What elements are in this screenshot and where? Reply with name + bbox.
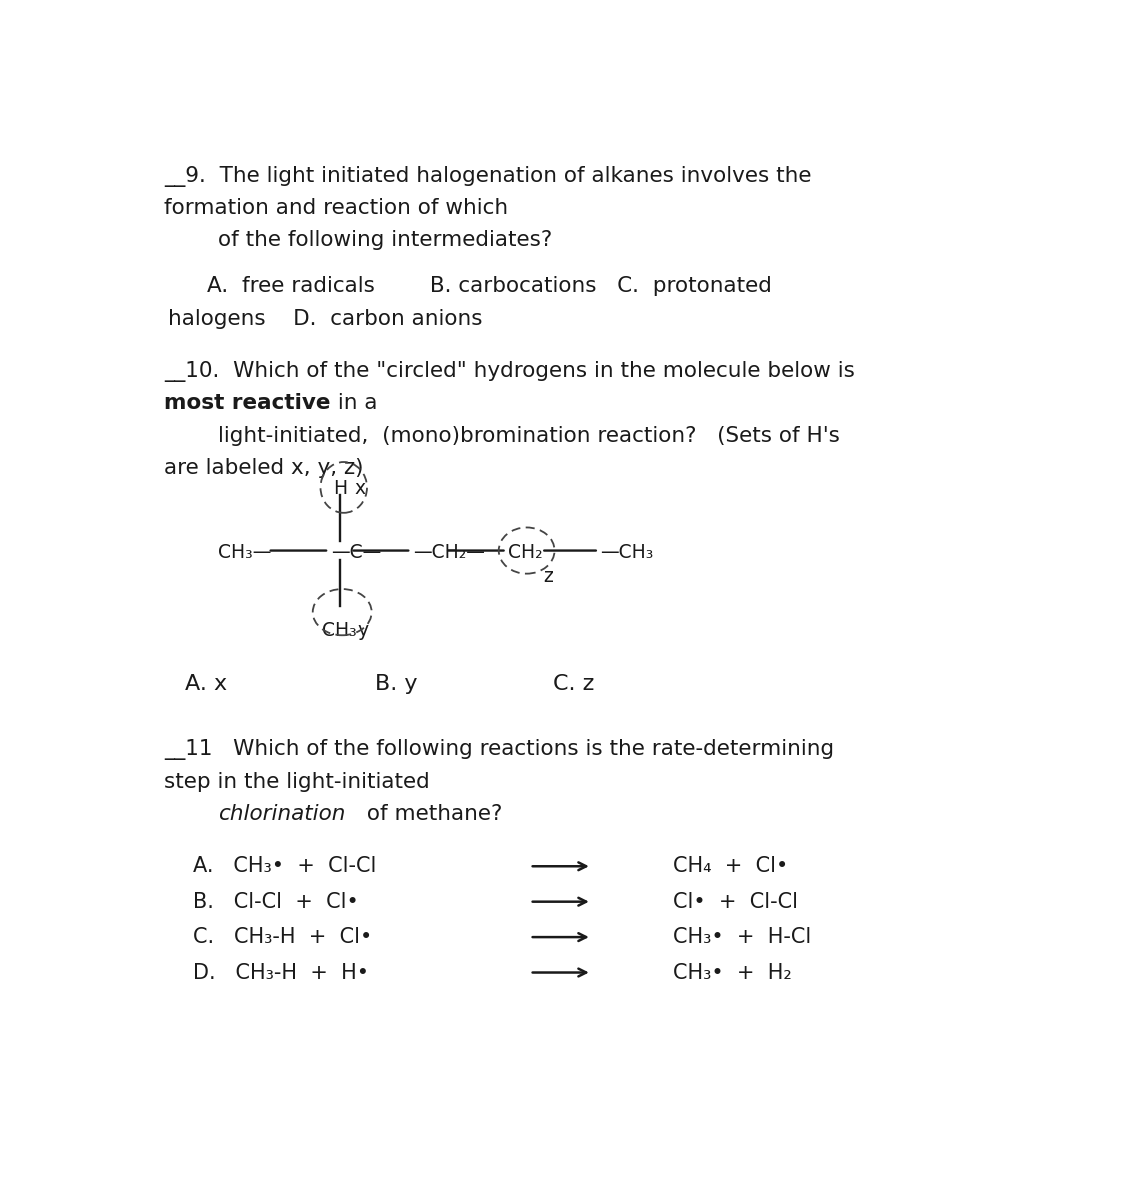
Text: B. y: B. y xyxy=(374,673,418,694)
Text: y: y xyxy=(357,622,369,641)
Text: CH₃: CH₃ xyxy=(322,622,357,641)
Text: __9.  The light initiated halogenation of alkanes involves the: __9. The light initiated halogenation of… xyxy=(164,166,811,186)
Text: z: z xyxy=(543,568,553,587)
Text: CH₃•  +  H₂: CH₃• + H₂ xyxy=(673,962,792,983)
Text: CH₃—: CH₃— xyxy=(218,542,272,562)
Text: step in the light-initiated: step in the light-initiated xyxy=(164,772,430,792)
Text: halogens    D.  carbon anions: halogens D. carbon anions xyxy=(167,308,483,329)
Text: of methane?: of methane? xyxy=(360,804,502,824)
Text: —C—: —C— xyxy=(331,542,381,562)
Text: D.   CH₃-H  +  H•: D. CH₃-H + H• xyxy=(192,962,369,983)
Text: A.   CH₃•  +  Cl-Cl: A. CH₃• + Cl-Cl xyxy=(192,857,376,876)
Text: A.  free radicals        B. carbocations   C.  protonated: A. free radicals B. carbocations C. prot… xyxy=(207,276,772,296)
Text: A. x: A. x xyxy=(184,673,226,694)
Text: __10.  Which of the "circled" hydrogens in the molecule below is: __10. Which of the "circled" hydrogens i… xyxy=(164,361,855,382)
Text: __11   Which of the following reactions is the rate-determining: __11 Which of the following reactions is… xyxy=(164,739,834,761)
Text: Cl•  +  Cl-Cl: Cl• + Cl-Cl xyxy=(673,892,798,912)
Text: most reactive: most reactive xyxy=(164,394,330,414)
Text: CH₃•  +  H-Cl: CH₃• + H-Cl xyxy=(673,928,811,947)
Text: chlorination: chlorination xyxy=(218,804,346,824)
Text: C.   CH₃-H  +  Cl•: C. CH₃-H + Cl• xyxy=(192,928,372,947)
Text: CH₂: CH₂ xyxy=(508,542,543,562)
Text: C. z: C. z xyxy=(553,673,594,694)
Text: formation and reaction of which: formation and reaction of which xyxy=(164,198,508,218)
Text: B.   Cl-Cl  +  Cl•: B. Cl-Cl + Cl• xyxy=(192,892,358,912)
Text: CH₄  +  Cl•: CH₄ + Cl• xyxy=(673,857,789,876)
Text: of the following intermediates?: of the following intermediates? xyxy=(218,230,552,251)
Text: light-initiated,  (mono)bromination reaction?   (Sets of H's: light-initiated, (mono)bromination react… xyxy=(218,426,840,446)
Text: x: x xyxy=(355,479,365,498)
Text: in a: in a xyxy=(330,394,377,414)
Text: are labeled x, y, z): are labeled x, y, z) xyxy=(164,458,363,478)
Text: —CH₂—: —CH₂— xyxy=(413,542,486,562)
Text: —CH₃: —CH₃ xyxy=(600,542,653,562)
Text: H: H xyxy=(333,479,347,498)
